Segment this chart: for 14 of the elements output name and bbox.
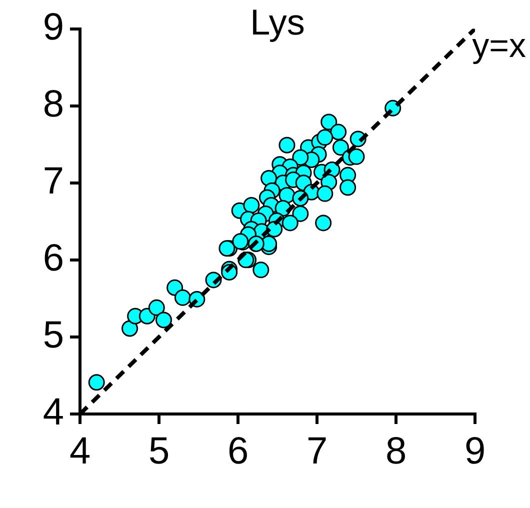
y-tick-label: 5 xyxy=(42,314,64,356)
y-tick-label: 9 xyxy=(42,6,64,48)
x-tick-label: 5 xyxy=(148,430,170,472)
y-tick-label: 8 xyxy=(42,83,64,126)
y-tick-label: 7 xyxy=(42,160,64,202)
x-tick-label: 8 xyxy=(385,430,407,472)
x-tick-label: 7 xyxy=(306,430,328,472)
y-tick-label: 4 xyxy=(42,391,64,434)
annotation: y=x xyxy=(472,27,526,66)
y-tick-label: 6 xyxy=(42,237,64,280)
chart-title: Lys xyxy=(250,2,305,43)
x-tick-label: 4 xyxy=(69,430,91,472)
x-tick-label: 9 xyxy=(464,430,486,472)
x-tick-label: 6 xyxy=(227,430,249,472)
